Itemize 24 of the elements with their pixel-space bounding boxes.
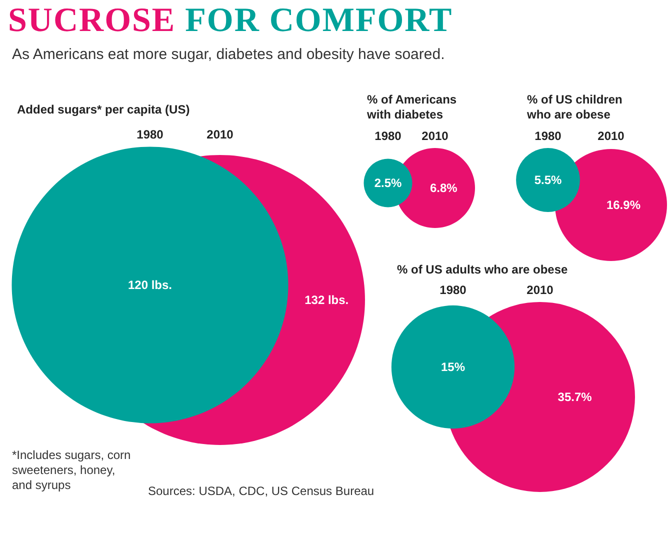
text: SUCROSE FOR COMFORT bbox=[8, 2, 453, 39]
category-label: 2010 bbox=[422, 129, 449, 143]
category-label: 1980 bbox=[440, 283, 467, 297]
data-label: 16.9% bbox=[606, 198, 641, 212]
category-label: 1980 bbox=[136, 128, 164, 142]
text: As Americans eat more sugar, diabetes and obesity have soared. bbox=[12, 46, 445, 63]
category-label: 2010 bbox=[598, 129, 625, 144]
data-label: 2.5% bbox=[374, 176, 402, 190]
text: % of Americans with diabetes bbox=[366, 92, 460, 122]
category-label: 1980 bbox=[374, 129, 402, 143]
data-label: 5.5% bbox=[534, 173, 562, 187]
data-label: 15% bbox=[440, 360, 466, 374]
data-label: 35.7% bbox=[558, 390, 592, 404]
category-label: 2010 bbox=[206, 128, 234, 142]
text: % of US children who are obese bbox=[526, 92, 626, 122]
data-label: 120 lbs. bbox=[128, 278, 172, 292]
data-label: 6.8% bbox=[430, 181, 458, 195]
text: Added sugars* per capita (US) bbox=[17, 102, 190, 116]
data-label: 132 lbs. bbox=[304, 293, 349, 307]
source-note: Sources: USDA, CDC, US Census Bureau bbox=[148, 484, 376, 499]
text: % of US adults who are obese bbox=[397, 262, 568, 276]
category-label: 1980 bbox=[534, 129, 562, 144]
text: *Includes sugars, corn sweeteners, honey, and syrups bbox=[12, 448, 132, 493]
category-label: 2010 bbox=[526, 283, 554, 297]
